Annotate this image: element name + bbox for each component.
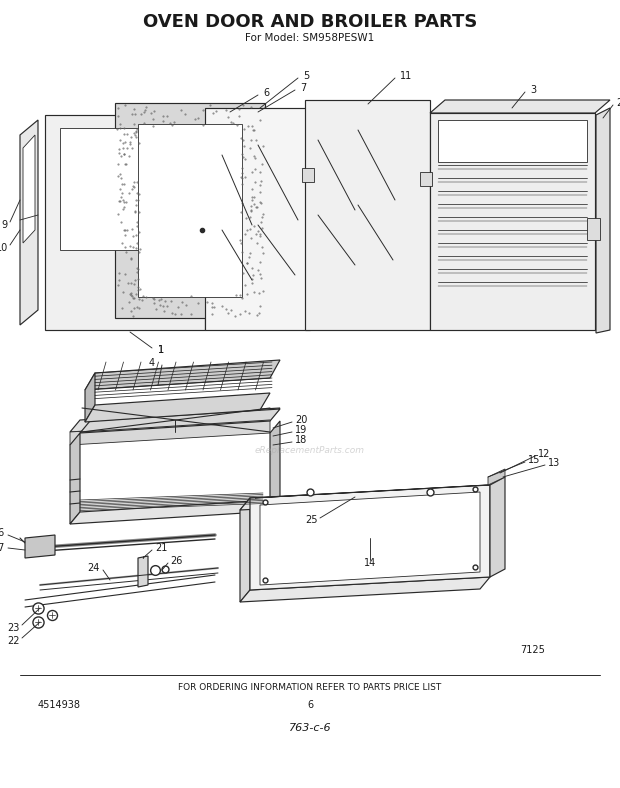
Polygon shape [85,360,280,390]
Text: 25: 25 [306,515,318,525]
Polygon shape [305,100,430,330]
Polygon shape [20,120,38,325]
Polygon shape [270,421,280,512]
Polygon shape [240,485,500,510]
Text: 26: 26 [170,556,182,566]
Polygon shape [488,469,505,485]
Text: 11: 11 [400,71,412,81]
Text: FOR ORDERING INFORMATION REFER TO PARTS PRICE LIST: FOR ORDERING INFORMATION REFER TO PARTS … [179,683,441,693]
Polygon shape [25,535,55,558]
Polygon shape [60,128,192,250]
Text: 6: 6 [307,700,313,710]
Text: 14: 14 [364,558,376,568]
Polygon shape [80,409,280,433]
Polygon shape [260,492,480,585]
Text: 20: 20 [295,415,308,425]
Polygon shape [85,373,95,422]
Polygon shape [420,172,432,186]
Text: 10: 10 [0,243,8,253]
Polygon shape [45,115,205,330]
Text: 1: 1 [158,345,164,355]
Text: For Model: SM958PESW1: For Model: SM958PESW1 [246,33,374,43]
Text: 7: 7 [300,83,306,93]
Text: 12: 12 [538,449,551,459]
Text: 18: 18 [295,435,308,445]
Text: 23: 23 [7,623,20,633]
Text: 16: 16 [0,528,5,538]
Text: 2: 2 [616,98,620,108]
Text: 5: 5 [303,71,309,81]
Text: 15: 15 [528,455,541,465]
Polygon shape [430,113,595,330]
Polygon shape [255,485,490,498]
Polygon shape [23,135,35,243]
Polygon shape [490,477,505,577]
Text: 4: 4 [149,358,155,368]
Text: 3: 3 [530,85,536,95]
Polygon shape [240,498,250,602]
Polygon shape [302,168,314,182]
Text: 22: 22 [7,636,20,646]
Polygon shape [70,433,80,524]
Polygon shape [70,408,280,432]
Polygon shape [438,120,587,162]
Polygon shape [596,108,610,333]
Text: OVEN DOOR AND BROILER PARTS: OVEN DOOR AND BROILER PARTS [143,13,477,31]
Text: 13: 13 [548,458,560,468]
Polygon shape [250,485,490,590]
Polygon shape [587,218,600,240]
Text: 6: 6 [263,88,269,98]
Text: 24: 24 [87,563,100,573]
Text: eReplacementParts.com: eReplacementParts.com [255,445,365,455]
Polygon shape [205,108,310,330]
Text: 19: 19 [295,425,308,435]
Polygon shape [430,100,610,113]
Text: 4514938: 4514938 [38,700,81,710]
Polygon shape [70,420,270,445]
Polygon shape [115,103,265,318]
Text: 763-c-6: 763-c-6 [289,723,331,733]
Polygon shape [85,393,270,422]
Text: 21: 21 [155,543,167,553]
Text: 1: 1 [158,345,164,355]
Polygon shape [138,556,148,587]
Text: 17: 17 [0,543,5,553]
Polygon shape [240,577,490,602]
Polygon shape [138,124,242,297]
Text: 7125: 7125 [520,645,545,655]
Polygon shape [70,500,270,524]
Text: 9: 9 [2,220,8,230]
